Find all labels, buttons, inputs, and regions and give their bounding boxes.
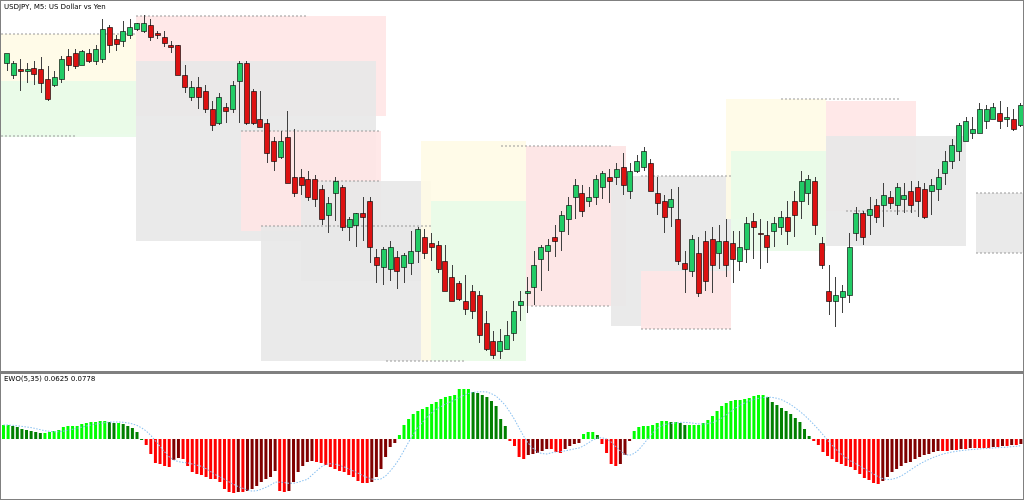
candlestick-series bbox=[4, 15, 1023, 359]
chart-title: USDJPY, M5: US Dollar vs Yen bbox=[4, 3, 106, 11]
ewo-histogram bbox=[2, 389, 1023, 493]
ewo-indicator-panel[interactable]: EWO(5,35) 0.0625 0.0778 bbox=[1, 374, 1023, 499]
indicator-title: EWO(5,35) 0.0625 0.0778 bbox=[4, 375, 96, 383]
price-chart-panel[interactable]: USDJPY, M5: US Dollar vs Yen bbox=[1, 1, 1023, 371]
panel-separator[interactable] bbox=[1, 371, 1023, 374]
